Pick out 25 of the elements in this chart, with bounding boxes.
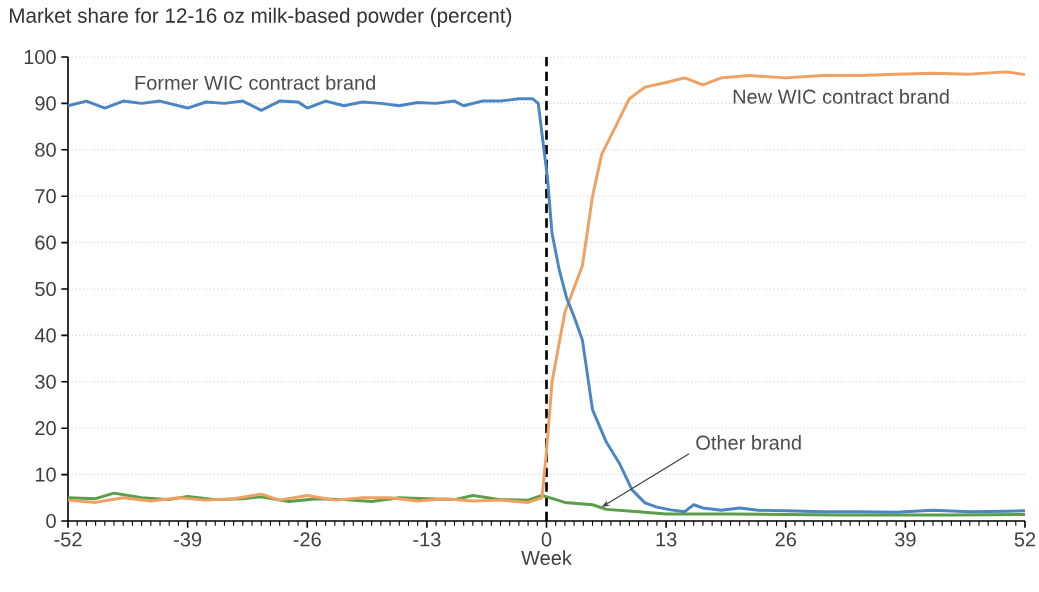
y-tick-label: 80 — [35, 142, 56, 157]
x-tick-label: -13 — [413, 532, 441, 547]
x-axis-title: Week — [521, 550, 572, 566]
x-tick-label: -39 — [174, 532, 202, 547]
y-tick-label: 90 — [35, 96, 56, 111]
y-tick-label: 70 — [35, 189, 56, 204]
y-tick-label: 100 — [24, 49, 56, 65]
x-tick-label: 26 — [775, 532, 796, 547]
series-label: New WIC contract brand — [733, 89, 949, 104]
x-tick-label: 39 — [895, 532, 916, 547]
y-tick-label: 10 — [35, 467, 56, 482]
x-tick-label: 0 — [541, 532, 552, 547]
x-tick-label: 13 — [656, 532, 677, 547]
x-tick-label: -52 — [54, 532, 82, 547]
x-tick-label: 52 — [1014, 532, 1036, 547]
y-tick-label: 20 — [35, 421, 56, 436]
series-label: Former WIC contract brand — [135, 75, 375, 90]
y-tick-label: 40 — [34, 328, 56, 343]
y-tick-label: 0 — [46, 513, 56, 529]
y-tick-label: 30 — [35, 374, 56, 389]
y-tick-label: 60 — [35, 235, 56, 250]
y-tick-label: 50 — [35, 281, 56, 297]
x-tick-label: -26 — [293, 532, 321, 547]
chart-title: Market share for 12-16 oz milk-based powder (percent) — [9, 7, 512, 27]
text: Other brand — [696, 435, 801, 450]
